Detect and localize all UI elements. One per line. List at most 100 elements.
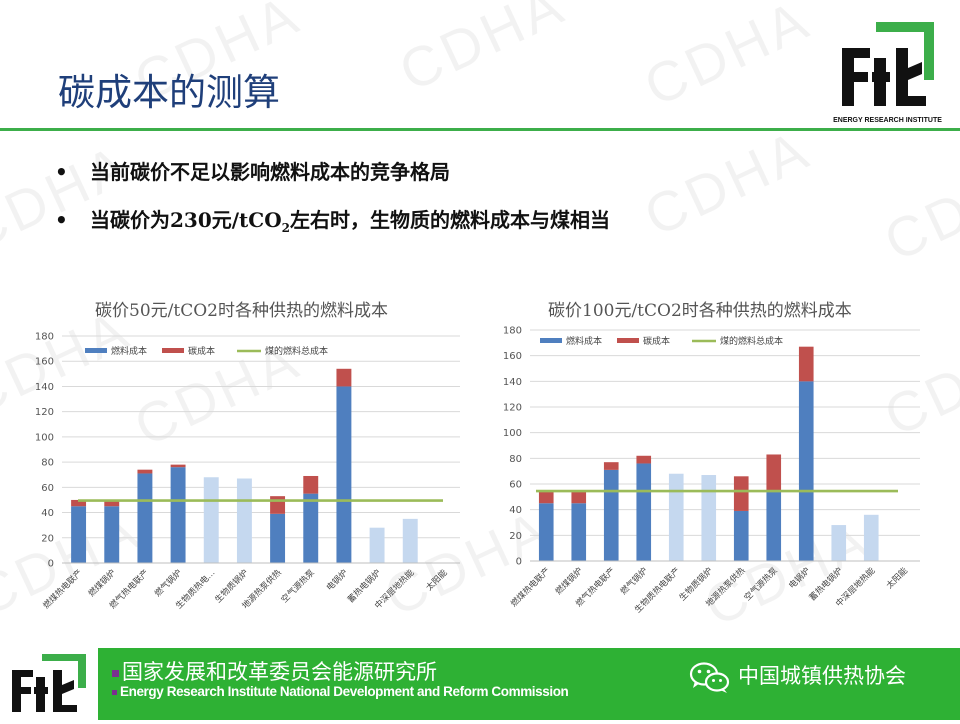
bar-fuel-cost — [203, 477, 219, 563]
bar-carbon-cost — [636, 455, 652, 464]
y-tick-label: 20 — [509, 531, 522, 542]
bar-carbon-cost — [733, 476, 749, 511]
bar-carbon-cost — [571, 491, 587, 504]
legend-swatch-fuel — [540, 338, 562, 343]
bar-fuel-cost — [571, 503, 587, 561]
legend-label: 煤的燃料总成本 — [265, 345, 328, 357]
bullet-square-icon — [112, 689, 117, 695]
bar-fuel-cost — [369, 527, 385, 563]
y-tick-label: 20 — [41, 533, 54, 544]
bullet-list: 当前碳价不足以影响燃料成本的竞争格局 当碳价为230元/tCO2左右时，生物质的… — [55, 152, 610, 248]
bar-fuel-cost — [766, 490, 782, 561]
wechat-icon — [689, 662, 730, 693]
bar-carbon-cost — [270, 496, 286, 514]
watermark: CDHA — [389, 0, 575, 103]
bar-fuel-cost — [303, 493, 319, 563]
footer-org-en: Energy Research Institute National Devel… — [112, 684, 569, 699]
legend-label: 碳成本 — [188, 345, 215, 357]
footer-logo-area — [0, 648, 98, 720]
x-tick-label: 电锅炉 — [324, 567, 350, 593]
bullet-item: 当前碳价不足以影响燃料成本的竞争格局 — [55, 152, 610, 200]
bullet-square-icon — [112, 669, 119, 677]
bar-fuel-cost — [733, 510, 749, 561]
x-tick-label: 太阳能 — [884, 565, 910, 591]
bar-fuel-cost — [831, 525, 847, 561]
x-tick-label: 燃煤热电联产 — [509, 565, 553, 609]
x-tick-label: 燃气锅炉 — [618, 565, 650, 597]
x-tick-label: 电锅炉 — [787, 565, 813, 591]
bar-carbon-cost — [336, 368, 352, 387]
title-divider — [0, 128, 960, 131]
watermark: CDHA — [874, 142, 960, 273]
y-tick-label: 60 — [41, 483, 54, 494]
legend-label: 碳成本 — [643, 335, 670, 347]
y-tick-label: 0 — [516, 557, 522, 568]
bullet-subscript: 2 — [281, 221, 290, 235]
footer-logo — [12, 654, 86, 712]
footer-bar: 国家发展和改革委员会能源研究所 Energy Research Institut… — [0, 648, 960, 720]
footer-org-cn: 国家发展和改革委员会能源研究所 — [112, 656, 437, 686]
legend-label: 煤的燃料总成本 — [720, 335, 783, 347]
x-tick-label: 燃煤热电联产 — [41, 567, 85, 611]
bullet-item: 当碳价为230元/tCO2左右时，生物质的燃料成本与煤相当 — [55, 200, 610, 248]
bar-carbon-cost — [137, 469, 153, 474]
association-name: 中国城镇供热协会 — [738, 664, 906, 688]
y-tick-label: 100 — [35, 432, 54, 443]
y-tick-label: 80 — [41, 458, 54, 469]
x-tick-label: 空气源热泵 — [742, 565, 780, 603]
x-tick-label: 空气源热泵 — [279, 567, 317, 605]
bar-carbon-cost — [104, 501, 120, 507]
legend-swatch-carbon — [162, 348, 184, 353]
logo-caption: ENERGY RESEARCH INSTITUTE — [833, 117, 942, 124]
watermark: CDHA — [634, 117, 820, 248]
legend-label: 燃料成本 — [566, 335, 602, 347]
y-tick-label: 160 — [503, 351, 522, 362]
bar-fuel-cost — [538, 503, 554, 561]
legend-swatch-fuel — [85, 348, 107, 353]
bar-carbon-cost — [71, 499, 87, 507]
bar-fuel-cost — [104, 506, 120, 563]
y-tick-label: 140 — [35, 382, 54, 393]
page-title: 碳成本的测算 — [58, 71, 280, 114]
bar-carbon-cost — [170, 464, 186, 468]
chart-title: 碳价50元/tCO2时各种供热的燃料成本 — [95, 301, 388, 321]
bullet-text: 当前碳价不足以影响燃料成本的竞争格局 — [90, 160, 450, 184]
y-tick-label: 0 — [48, 559, 54, 570]
y-tick-label: 40 — [41, 508, 54, 519]
institute-logo — [842, 22, 934, 106]
y-tick-label: 180 — [503, 326, 522, 337]
y-tick-label: 100 — [503, 428, 522, 439]
bar-carbon-cost — [303, 475, 319, 494]
y-tick-label: 180 — [35, 332, 54, 343]
bullet-text: 左右时，生物质的燃料成本与煤相当 — [290, 208, 610, 232]
bar-carbon-cost — [798, 346, 814, 382]
bar-fuel-cost — [137, 473, 153, 563]
bar-fuel-cost — [798, 381, 814, 561]
bullet-text: 当碳价为230元/tCO — [90, 208, 282, 232]
legend-label: 燃料成本 — [111, 345, 147, 357]
bar-fuel-cost — [603, 469, 619, 561]
x-tick-label: 燃气锅炉 — [152, 567, 184, 599]
bar-fuel-cost — [636, 463, 652, 561]
x-tick-label: 燃煤锅炉 — [553, 565, 585, 597]
y-tick-label: 60 — [509, 480, 522, 491]
x-tick-label: 燃煤锅炉 — [86, 567, 118, 599]
chart-title: 碳价100元/tCO2时各种供热的燃料成本 — [548, 301, 852, 321]
bar-carbon-cost — [766, 454, 782, 491]
bar-fuel-cost — [701, 475, 717, 561]
bar-carbon-cost — [538, 490, 554, 504]
bar-fuel-cost — [668, 473, 684, 561]
y-tick-label: 160 — [35, 357, 54, 368]
bar-fuel-cost — [402, 518, 418, 563]
y-tick-label: 120 — [35, 407, 54, 418]
legend-swatch-carbon — [617, 338, 639, 343]
bar-fuel-cost — [236, 478, 252, 563]
bar-fuel-cost — [71, 506, 87, 563]
bar-fuel-cost — [336, 386, 352, 563]
x-tick-label: 太阳能 — [424, 567, 450, 593]
bar-fuel-cost — [863, 514, 879, 561]
watermark: CDHA — [634, 0, 820, 118]
y-tick-label: 40 — [509, 505, 522, 516]
